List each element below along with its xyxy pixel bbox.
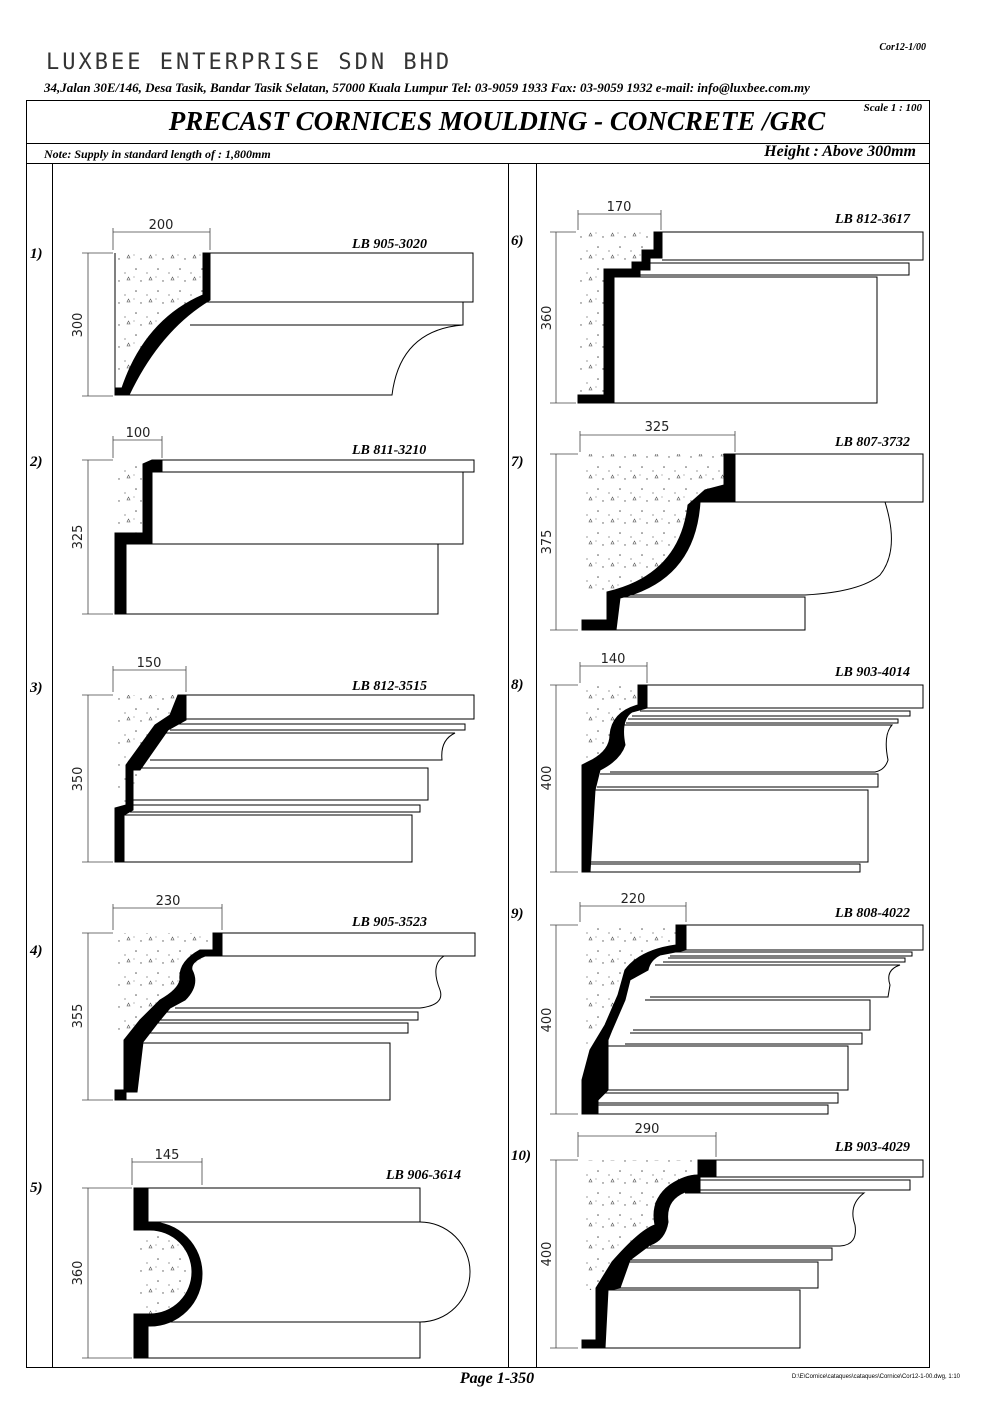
item-code-10: LB 903-4029 (835, 1140, 911, 1155)
profile-4 (114, 932, 476, 1101)
page-title: PRECAST CORNICES MOULDING - CONCRETE /GR… (168, 106, 826, 136)
profile-10 (581, 1159, 924, 1349)
height-dim-1: 300 (71, 313, 86, 338)
height-dim-8: 400 (540, 766, 555, 791)
document-reference: Cor12-1/00 (879, 42, 926, 53)
width-dim-1: 200 (149, 218, 174, 233)
height-note: Height : Above 300mm (764, 143, 916, 160)
height-dim-3: 350 (71, 767, 86, 792)
item-code-4: LB 905-3523 (352, 915, 428, 930)
item-code-9: LB 808-4022 (835, 906, 911, 921)
dimension-values: 200 100 150 230 145 170 325 140 220 290 … (71, 200, 669, 1285)
profile-3 (114, 694, 475, 863)
profile-1 (114, 252, 474, 396)
width-dim-6: 170 (607, 200, 632, 215)
height-dim-2: 325 (71, 525, 86, 550)
note-divider (26, 163, 930, 164)
profile-6 (577, 231, 924, 404)
center-divider-left (508, 163, 509, 1368)
width-dim-8: 140 (601, 652, 626, 667)
page-number: Page 1-350 (459, 1370, 535, 1387)
width-dim-4: 230 (156, 894, 181, 909)
profile-7 (581, 453, 924, 631)
item-code-7: LB 807-3732 (835, 435, 911, 450)
item-number-4: 4) (30, 943, 43, 959)
left-margin-line (52, 163, 53, 1368)
width-dim-7: 325 (645, 420, 670, 435)
file-path: D:\E\Cornice\cataques\cataques\Cornice\C… (791, 1374, 960, 1380)
item-number-6: 6) (511, 233, 524, 249)
item-code-6: LB 812-3617 (835, 212, 911, 227)
profile-2 (114, 459, 475, 615)
width-dim-2: 100 (126, 426, 151, 441)
item-number-8: 8) (511, 677, 524, 693)
item-code-2: LB 811-3210 (352, 443, 427, 458)
item-number-10: 10) (511, 1148, 531, 1164)
item-code-1: LB 905-3020 (352, 237, 428, 252)
height-dim-5: 360 (71, 1261, 86, 1286)
item-number-7: 7) (511, 454, 524, 470)
height-dim-10: 400 (540, 1242, 555, 1267)
height-dim-4: 355 (71, 1004, 86, 1029)
drawing-frame (26, 100, 930, 1368)
item-number-3: 3) (30, 680, 43, 696)
scale-label: Scale 1 : 100 (863, 102, 922, 114)
item-code-3: LB 812-3515 (352, 679, 428, 694)
company-name: LUXBEE ENTERPRISE SDN BHD (46, 50, 453, 75)
width-dim-10: 290 (635, 1122, 660, 1137)
width-dim-5: 145 (155, 1148, 180, 1163)
item-number-9: 9) (511, 906, 524, 922)
profile-5 (133, 1187, 471, 1359)
item-number-5: 5) (30, 1180, 43, 1196)
item-number-2: 2) (30, 454, 43, 470)
item-code-8: LB 903-4014 (835, 665, 911, 680)
height-dim-6: 360 (540, 306, 555, 331)
title-divider (26, 143, 930, 144)
dimension-lines (82, 210, 736, 1359)
height-dim-7: 375 (540, 530, 555, 555)
item-code-5: LB 906-3614 (386, 1168, 462, 1183)
profile-9 (581, 924, 924, 1115)
profile-8 (581, 684, 924, 873)
width-dim-3: 150 (137, 656, 162, 671)
company-address: 34,Jalan 30E/146, Desa Tasik, Bandar Tas… (44, 80, 810, 95)
center-divider-right (536, 163, 537, 1368)
item-number-1: 1) (30, 246, 43, 262)
supply-note: Note: Supply in standard length of : 1,8… (44, 147, 271, 161)
height-dim-9: 400 (540, 1008, 555, 1033)
width-dim-9: 220 (621, 892, 646, 907)
